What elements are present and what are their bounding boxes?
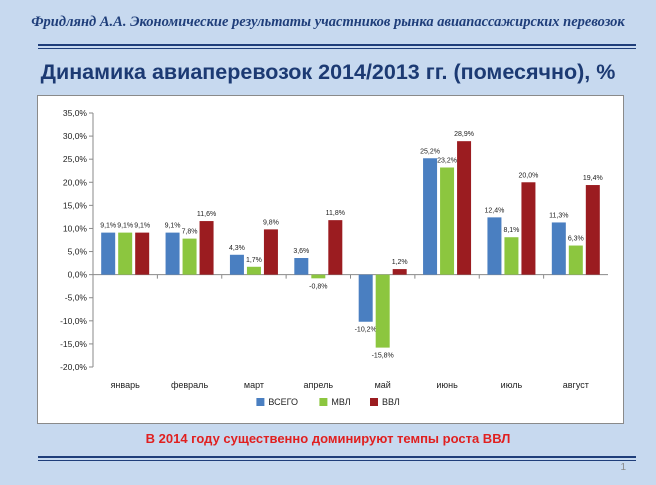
bar-МВЛ [182,238,197,275]
bar-ВВЛ [521,182,536,275]
x-category-label: май [375,380,391,390]
y-tick-label: 0,0% [68,270,88,280]
x-category-label: апрель [304,380,334,390]
bar-ВСЕГО [358,274,373,322]
data-label: 12,4% [485,207,505,214]
x-category-label: январь [111,380,141,390]
data-label: 25,2% [420,148,440,155]
data-label: 9,8% [263,219,279,226]
data-label: 9,1% [165,223,181,230]
y-tick-label: 35,0% [63,108,88,118]
data-label: 19,4% [583,175,603,182]
y-tick-label: 25,0% [63,154,88,164]
data-label: -10,2% [355,327,377,334]
y-tick-label: -5,0% [65,293,88,303]
data-label: 1,7% [246,257,262,264]
x-category-label: июнь [436,380,458,390]
header-divider-thin [38,48,636,49]
header-divider [38,44,636,46]
bar-ВВЛ [199,221,214,275]
data-label: -0,8% [309,283,327,290]
data-label: 9,1% [134,223,150,230]
bar-МВЛ [118,232,133,275]
bar-ВСЕГО [487,217,502,275]
bar-chart: 35,0% 30,0% 25,0% 20,0% 15,0% 10,0% 5,0% 0,0% -5… [60,108,608,407]
y-tick-label: -20,0% [60,362,87,372]
slide-header: Фридлянд А.А. Экономические результаты у… [31,14,625,30]
footer-divider-thin [38,460,636,461]
bar-ВСЕГО [551,222,566,275]
data-label: 11,8% [326,210,345,217]
chart-area: 35,0% 30,0% 25,0% 20,0% 15,0% 10,0% 5,0% 0,0% -5… [37,95,624,424]
page-number: 1 [620,462,626,473]
bar-МВЛ [311,274,326,279]
conclusion-text: В 2014 году существенно доминируют темпы… [145,431,511,446]
bar-ВСЕГО [423,158,438,275]
data-label: 4,3% [229,245,245,252]
data-label: 23,2% [437,157,457,164]
data-label: 8,1% [503,227,519,234]
data-label: 7,8% [182,229,198,236]
data-label: 20,0% [519,172,539,179]
data-label: 3,6% [293,248,309,255]
bar-ВСЕГО [294,258,309,275]
bar-ВСЕГО [165,232,180,275]
bar-ВВЛ [585,185,600,275]
legend-swatch-ВВЛ [370,398,378,406]
bar-ВВЛ [457,141,472,275]
legend-label: ВВЛ [382,397,400,407]
data-label: 6,3% [568,236,584,243]
x-category-label: июль [501,380,523,390]
y-tick-label: -15,0% [60,339,87,349]
data-label: 11,3% [549,212,568,219]
bar-МВЛ [440,167,455,275]
bar-ВВЛ [328,220,343,275]
data-label: 9,1% [100,223,116,230]
legend-label: ВСЕГО [268,397,298,407]
y-tick-label: 15,0% [63,200,88,210]
bar-ВСЕГО [101,232,116,275]
y-tick-label: 5,0% [68,247,88,257]
legend-swatch-ВСЕГО [256,398,265,406]
footer-divider [38,456,636,458]
data-label: 1,2% [392,259,408,266]
data-label: 9,1% [117,223,133,230]
legend-label: МВЛ [331,397,350,407]
y-tick-label: 10,0% [63,223,88,233]
legend-swatch-МВЛ [319,398,328,406]
bar-МВЛ [568,245,583,275]
bar-МВЛ [504,237,519,275]
x-category-label: февраль [171,380,208,390]
x-category-label: март [244,380,264,390]
bar-ВСЕГО [229,254,244,275]
bar-МВЛ [375,274,390,348]
y-tick-label: -10,0% [60,316,87,326]
x-category-label: август [563,380,589,390]
y-tick-label: 30,0% [63,131,88,141]
bar-ВВЛ [392,269,407,275]
data-label: 11,6% [197,211,216,218]
bar-МВЛ [246,266,261,275]
slide-title: Динамика авиаперевозок 2014/2013 гг. (по… [40,60,616,84]
data-label: -15,8% [372,353,394,360]
y-tick-label: 20,0% [63,177,88,187]
bar-ВВЛ [263,229,278,275]
bar-ВВЛ [135,232,150,275]
data-label: 28,9% [454,131,474,138]
